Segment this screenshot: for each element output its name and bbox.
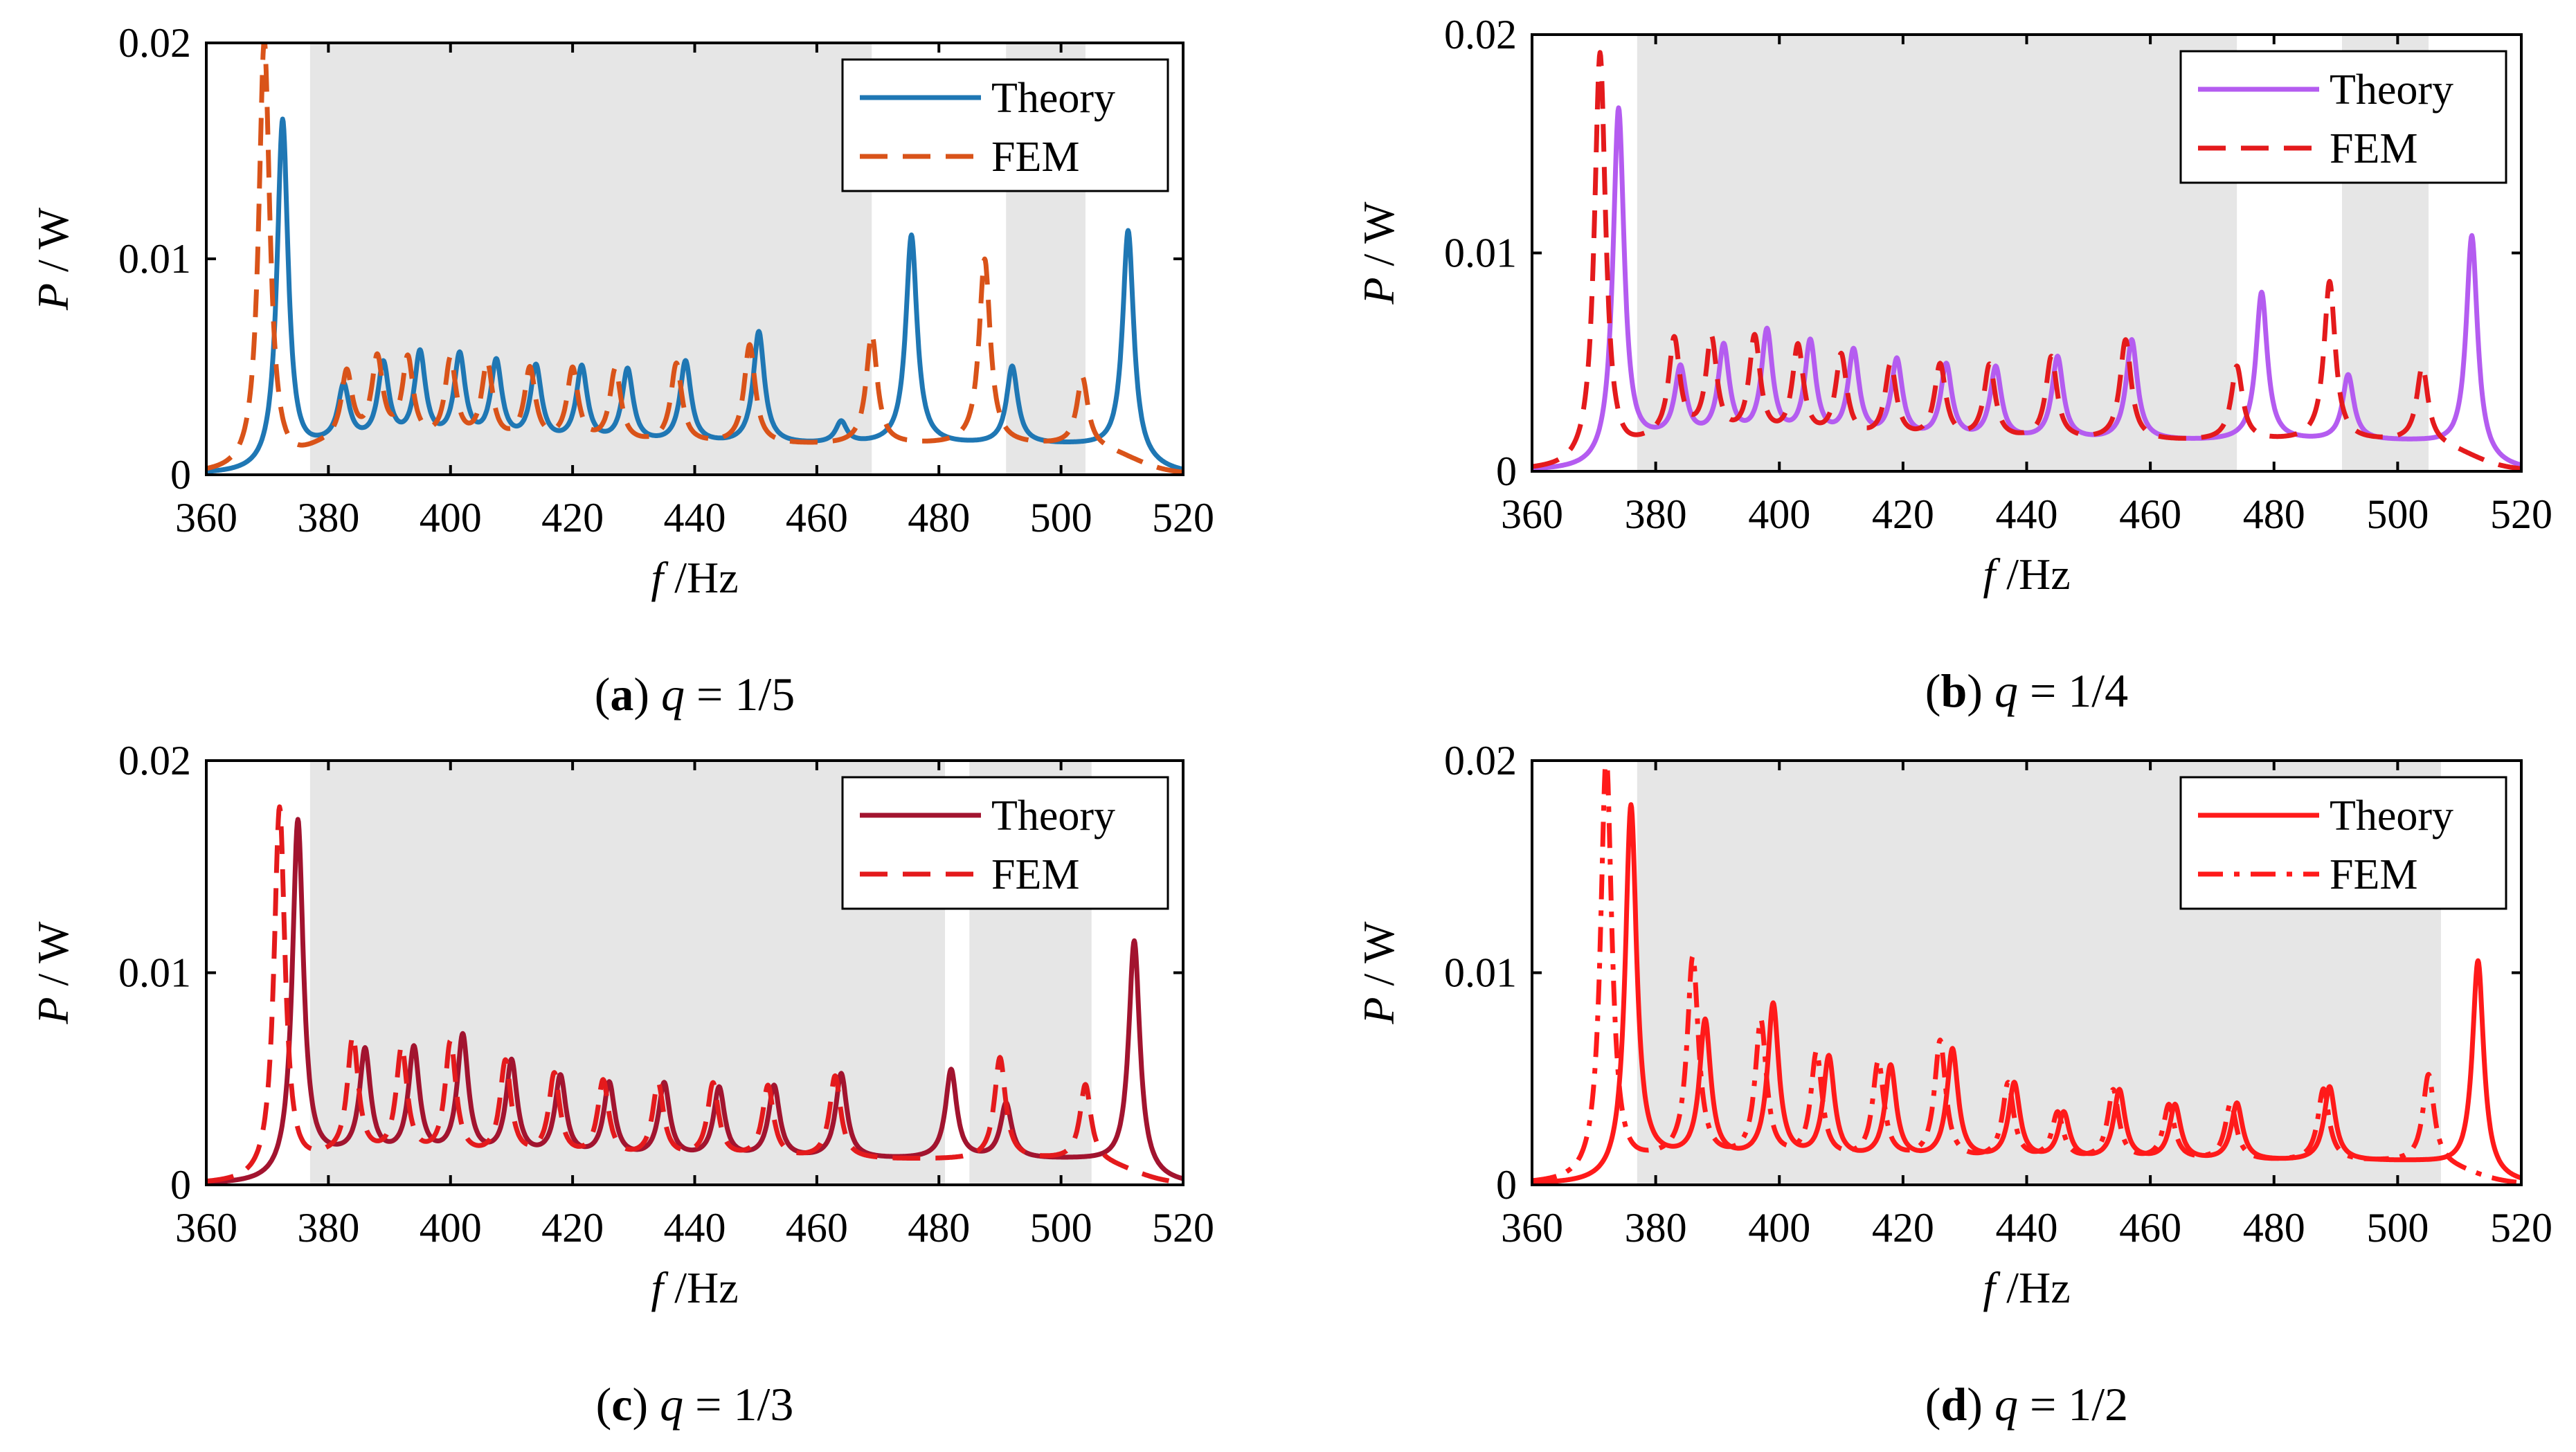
x-tick-label: 460	[786, 1205, 848, 1251]
x-tick-label: 360	[1501, 1205, 1563, 1251]
legend-label-fem: FEM	[991, 134, 1079, 181]
x-tick-label: 400	[420, 495, 482, 541]
series-line-fem	[1532, 761, 2521, 1185]
y-tick-label: 0	[1496, 448, 1517, 494]
legend-label-theory: Theory	[2330, 66, 2453, 114]
x-tick-label: 440	[1996, 1205, 2058, 1251]
y-tick-label: 0.01	[1444, 950, 1517, 996]
y-tick-label: 0.01	[118, 950, 191, 996]
x-tick-label: 420	[1872, 1205, 1934, 1251]
series-line-theory	[206, 116, 1183, 474]
x-tick-label: 500	[1030, 495, 1092, 541]
x-tick-label: 460	[2119, 1205, 2181, 1251]
legend-label-fem: FEM	[2330, 851, 2417, 898]
x-tick-label: 440	[664, 1205, 726, 1251]
x-tick-label: 480	[908, 1205, 970, 1251]
x-tick-label: 500	[2366, 1205, 2429, 1251]
series-line-fem	[206, 43, 1183, 475]
x-tick-label: 480	[908, 495, 970, 541]
legend-box	[841, 776, 1169, 910]
series-line-fem	[206, 804, 1183, 1185]
x-tick-label: 460	[2119, 491, 2181, 537]
panel-caption: (c) q = 1/3	[596, 1378, 794, 1431]
x-axis-label: f /Hz	[651, 1263, 738, 1312]
y-tick-label: 0.01	[1444, 230, 1517, 276]
x-tick-label: 400	[1748, 1205, 1810, 1251]
legend-label-theory: Theory	[991, 75, 1115, 122]
y-tick-label: 0.02	[118, 738, 191, 783]
chart-panel-a: 360 380 400 420 440 460 480 500 520 0 0.01 0.02 f /H…	[28, 20, 1214, 720]
x-tick-label: 520	[1152, 1205, 1214, 1251]
x-tick-label: 520	[2490, 491, 2552, 537]
x-tick-label: 360	[175, 495, 237, 541]
legend-label-theory: Theory	[2330, 792, 2453, 840]
chart-panel-b: 360 380 400 420 440 460 480 500 520 0 0.01 0.02 f /H…	[1354, 12, 2552, 717]
series-line-theory	[1532, 105, 2521, 471]
legend-label-theory: Theory	[991, 792, 1115, 840]
x-tick-label: 440	[1996, 491, 2058, 537]
legend-box	[2179, 776, 2507, 910]
x-tick-label: 420	[541, 1205, 604, 1251]
y-tick-label: 0.02	[1444, 738, 1517, 783]
x-tick-label: 500	[1030, 1205, 1092, 1251]
x-tick-label: 460	[786, 495, 848, 541]
y-axis-label: P / W	[1354, 201, 1403, 305]
x-tick-label: 380	[297, 495, 359, 541]
x-axis-label: f /Hz	[1983, 1263, 2070, 1312]
x-axis-label: f /Hz	[651, 553, 738, 602]
y-axis-label: P / W	[28, 207, 78, 311]
y-tick-label: 0.02	[1444, 12, 1517, 57]
x-tick-label: 480	[2243, 1205, 2305, 1251]
legend-label-fem: FEM	[2330, 125, 2417, 172]
x-axis-label: f /Hz	[1983, 550, 2070, 599]
shaded-band	[1637, 35, 2237, 471]
x-tick-label: 420	[541, 495, 604, 541]
series-line-fem	[1532, 50, 2521, 471]
series-line-theory	[1532, 802, 2521, 1185]
x-tick-label: 380	[1625, 491, 1687, 537]
y-axis-label: P / W	[28, 921, 78, 1025]
panel-caption: (b) q = 1/4	[1925, 664, 2128, 717]
x-tick-label: 360	[1501, 491, 1563, 537]
x-tick-label: 440	[664, 495, 726, 541]
x-tick-label: 520	[2490, 1205, 2552, 1251]
panel-caption: (d) q = 1/2	[1925, 1378, 2128, 1431]
y-tick-label: 0.01	[118, 236, 191, 282]
legend-box	[841, 58, 1169, 192]
x-tick-label: 380	[1625, 1205, 1687, 1251]
x-tick-label: 360	[175, 1205, 237, 1251]
x-tick-label: 500	[2366, 491, 2429, 537]
legend-label-fem: FEM	[991, 851, 1079, 898]
chart-panel-d: 360 380 400 420 440 460 480 500 520 0 0.01 0.02 f /H…	[1354, 738, 2552, 1431]
y-axis-label: P / W	[1354, 921, 1403, 1025]
y-tick-label: 0	[170, 452, 191, 498]
y-tick-label: 0	[1496, 1162, 1517, 1208]
y-tick-label: 0.02	[118, 20, 191, 66]
y-tick-label: 0	[170, 1162, 191, 1208]
x-tick-label: 520	[1152, 495, 1214, 541]
x-tick-label: 480	[2243, 491, 2305, 537]
x-tick-label: 400	[420, 1205, 482, 1251]
legend-box	[2179, 50, 2507, 184]
x-tick-label: 380	[297, 1205, 359, 1251]
x-tick-label: 420	[1872, 491, 1934, 537]
x-tick-label: 400	[1748, 491, 1810, 537]
panel-caption: (a) q = 1/5	[595, 668, 795, 720]
chart-panel-c: 360 380 400 420 440 460 480 500 520 0 0.01 0.02 f /H…	[28, 738, 1214, 1431]
